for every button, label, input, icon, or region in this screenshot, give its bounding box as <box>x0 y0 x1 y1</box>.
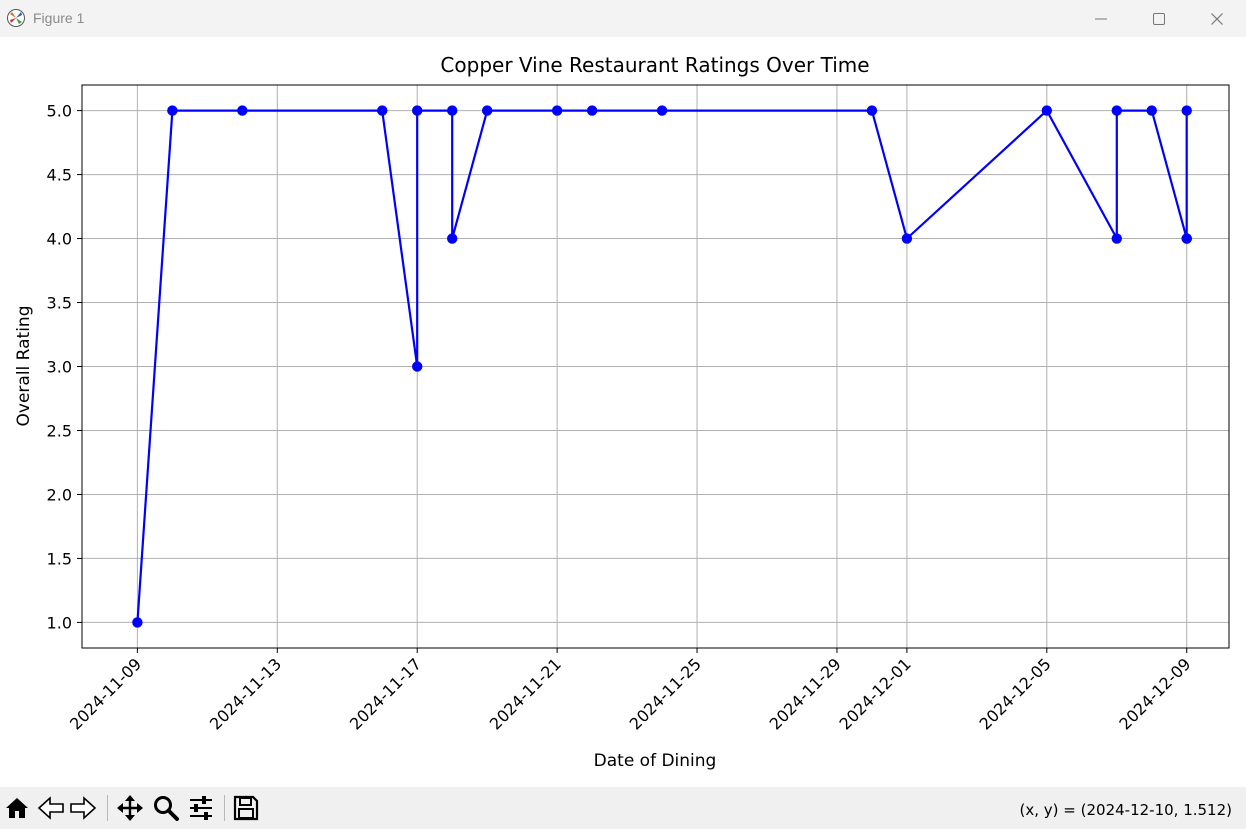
data-point <box>132 617 143 628</box>
data-point <box>656 105 668 116</box>
y-tick-label: 5.0 <box>47 102 72 121</box>
pan-button[interactable] <box>115 793 145 823</box>
data-point <box>1111 105 1122 116</box>
toolbar-separator <box>224 795 225 821</box>
y-tick-label: 3.0 <box>47 358 72 377</box>
home-button[interactable] <box>2 793 32 823</box>
close-button[interactable] <box>1188 0 1246 37</box>
home-icon <box>6 798 28 818</box>
window-titlebar: Figure 1 <box>0 0 1246 37</box>
data-point <box>901 233 913 244</box>
x-tick-label: 2024-11-17 <box>346 654 425 733</box>
x-tick-label: 2024-11-09 <box>66 654 145 733</box>
chart-title: Copper Vine Restaurant Ratings Over Time <box>440 53 869 77</box>
y-tick-label: 2.0 <box>47 485 72 504</box>
y-tick-label: 1.5 <box>47 549 72 568</box>
maximize-icon <box>1153 12 1165 25</box>
x-axis-label: Date of Dining <box>594 751 717 771</box>
x-tick-label: 2024-11-25 <box>626 654 705 733</box>
data-point <box>1146 105 1157 116</box>
minimize-button[interactable] <box>1072 0 1130 37</box>
data-point <box>866 105 878 116</box>
y-axis-label: Overall Rating <box>14 306 34 427</box>
data-point <box>1111 233 1122 244</box>
data-point <box>167 105 178 116</box>
matplotlib-logo-icon <box>7 9 25 27</box>
data-point <box>377 105 388 116</box>
maximize-button[interactable] <box>1130 0 1188 37</box>
toolbar-separator <box>107 795 108 821</box>
back-arrow-icon <box>37 796 64 820</box>
data-point <box>412 105 423 116</box>
x-tick-label: 2024-11-13 <box>206 654 285 733</box>
window-title: Figure 1 <box>33 10 85 26</box>
y-tick-label: 4.0 <box>47 230 72 249</box>
cursor-coordinates: (x, y) = (2024-12-10, 1.512) <box>1019 801 1232 819</box>
sliders-icon <box>190 796 212 820</box>
data-point <box>237 105 248 116</box>
chart: 2024-11-09 2024-11-13 2024-11-17 2024-11-21… <box>14 53 1230 771</box>
data-point <box>1181 105 1192 116</box>
zoom-button[interactable] <box>151 793 181 823</box>
minimize-icon <box>1095 18 1107 19</box>
y-tick-label: 1.0 <box>47 613 72 632</box>
figure-canvas[interactable]: 2024-11-09 2024-11-13 2024-11-17 2024-11-21… <box>0 37 1246 787</box>
data-point <box>481 105 493 116</box>
data-point <box>1181 233 1192 244</box>
magnifier-icon <box>154 796 179 821</box>
data-point <box>1041 105 1053 116</box>
data-point <box>446 105 458 116</box>
floppy-disk-icon <box>233 795 259 821</box>
y-tick-label: 3.5 <box>47 294 72 313</box>
data-point <box>446 233 458 244</box>
y-tick-label: 4.5 <box>47 166 72 185</box>
x-tick-label: 2024-12-05 <box>975 654 1054 733</box>
y-tick-label: 2.5 <box>47 421 72 440</box>
x-tick-label: 2024-12-01 <box>836 654 915 733</box>
back-button[interactable] <box>36 793 66 823</box>
save-button[interactable] <box>231 793 261 823</box>
x-tick-label: 2024-12-09 <box>1115 654 1194 733</box>
forward-arrow-icon <box>70 796 97 820</box>
navigation-toolbar: (x, y) = (2024-12-10, 1.512) <box>0 787 1246 829</box>
data-point <box>586 105 598 116</box>
close-icon <box>1211 12 1223 25</box>
move-arrows-icon <box>117 795 143 821</box>
x-tick-label: 2024-11-21 <box>486 654 565 733</box>
x-tick-label: 2024-11-29 <box>766 654 845 733</box>
data-point <box>412 361 423 372</box>
configure-subplots-button[interactable] <box>186 793 216 823</box>
data-point <box>551 105 563 116</box>
forward-button[interactable] <box>68 793 98 823</box>
